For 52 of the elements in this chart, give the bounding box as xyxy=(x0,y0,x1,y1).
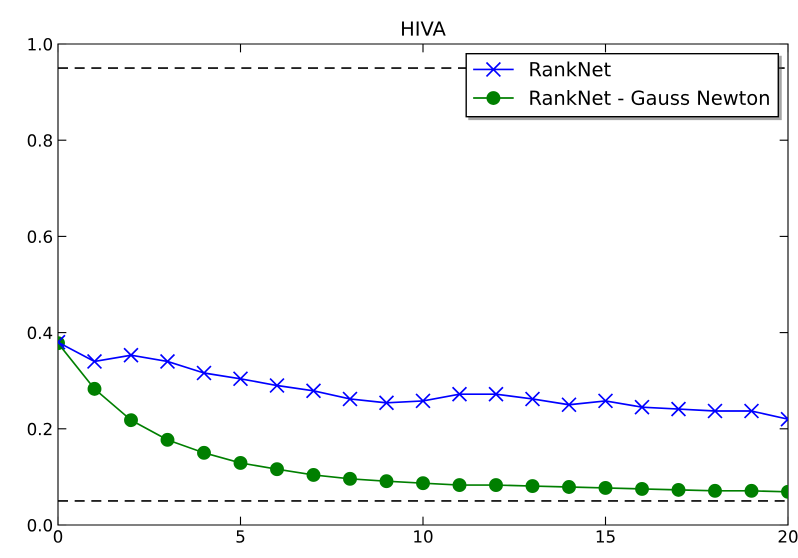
point xyxy=(416,476,430,490)
point xyxy=(489,478,503,492)
point xyxy=(270,462,284,476)
legend-label: RankNet - Gauss Newton xyxy=(530,90,769,106)
point xyxy=(598,393,614,409)
point xyxy=(197,446,211,460)
point xyxy=(124,413,138,428)
y-tick-label: 0.2 xyxy=(28,422,52,436)
point xyxy=(524,391,540,407)
point xyxy=(306,468,320,482)
y-tick-label: 1.0 xyxy=(28,38,52,51)
x-tick-label: 0 xyxy=(54,530,62,543)
point xyxy=(342,391,358,407)
point xyxy=(562,480,576,494)
point xyxy=(160,432,174,447)
x-tick-label: 10 xyxy=(414,530,432,543)
point xyxy=(123,347,139,363)
point xyxy=(452,478,466,492)
y-tick-label: 0.0 xyxy=(28,518,52,532)
point xyxy=(415,393,431,409)
point xyxy=(707,403,723,419)
point xyxy=(306,383,322,399)
chart-title: HIVA xyxy=(402,21,446,36)
point xyxy=(88,382,102,396)
legend-label: RankNet xyxy=(530,62,611,77)
point xyxy=(488,386,504,402)
point xyxy=(378,395,394,411)
y-tick-label: 0.4 xyxy=(28,326,52,340)
point xyxy=(744,484,758,498)
y-tick-label: 0.6 xyxy=(28,230,52,243)
point xyxy=(269,378,285,394)
point xyxy=(526,479,540,493)
point xyxy=(708,484,722,498)
point xyxy=(452,386,468,402)
x-tick-label: 15 xyxy=(596,530,615,543)
point xyxy=(672,482,686,497)
point xyxy=(196,365,212,381)
y-tick-label: 0.8 xyxy=(28,134,52,147)
point xyxy=(598,481,612,495)
point xyxy=(744,403,760,419)
point xyxy=(232,370,248,387)
point xyxy=(380,474,394,488)
point xyxy=(234,456,248,470)
x-tick-label: 20 xyxy=(778,530,798,543)
point xyxy=(635,482,649,496)
point xyxy=(634,399,650,415)
point xyxy=(343,472,357,486)
point xyxy=(160,354,176,370)
point xyxy=(86,354,102,370)
x-tick-label: 5 xyxy=(236,530,244,543)
point xyxy=(670,401,686,417)
point xyxy=(561,396,577,413)
